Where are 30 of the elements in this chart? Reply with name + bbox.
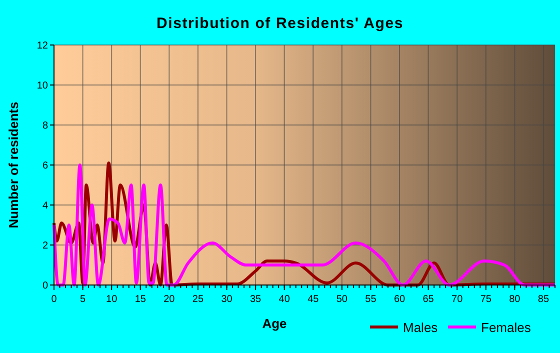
x-tick-label: 15 xyxy=(134,294,146,305)
x-tick-label: 50 xyxy=(336,294,348,305)
legend-label: Females xyxy=(481,320,532,335)
x-tick-label: 60 xyxy=(394,294,406,305)
y-axis-title: Number of residents xyxy=(6,102,21,228)
y-tick-label: 2 xyxy=(42,240,48,252)
x-tick-label: 20 xyxy=(164,294,176,305)
x-tick-label: 80 xyxy=(509,294,521,305)
x-tick-label: 0 xyxy=(51,294,58,305)
x-axis-title: Age xyxy=(262,316,287,331)
y-tick-label: 4 xyxy=(42,200,48,212)
y-tick-label: 10 xyxy=(36,80,48,92)
chart-title: Distribution of Residents' Ages xyxy=(156,15,404,32)
x-tick-label: 10 xyxy=(106,294,118,305)
x-tick-label: 85 xyxy=(538,294,550,305)
x-tick-label: 5 xyxy=(80,294,86,305)
y-tick-label: 12 xyxy=(36,40,48,52)
x-tick-label: 40 xyxy=(278,294,290,305)
y-tick-label: 6 xyxy=(42,160,48,172)
x-tick-label: 75 xyxy=(480,294,492,305)
x-tick-label: 45 xyxy=(308,294,320,305)
x-tick-label: 70 xyxy=(452,294,464,305)
x-tick-label: 25 xyxy=(192,294,204,305)
x-tick-label: 30 xyxy=(221,294,233,305)
x-tick-label: 55 xyxy=(365,294,377,305)
x-tick-label: 35 xyxy=(250,294,262,305)
y-tick-label: 0 xyxy=(42,280,48,292)
legend-label: Males xyxy=(403,320,438,335)
x-tick-label: 65 xyxy=(422,294,434,305)
y-tick-label: 8 xyxy=(42,120,48,132)
